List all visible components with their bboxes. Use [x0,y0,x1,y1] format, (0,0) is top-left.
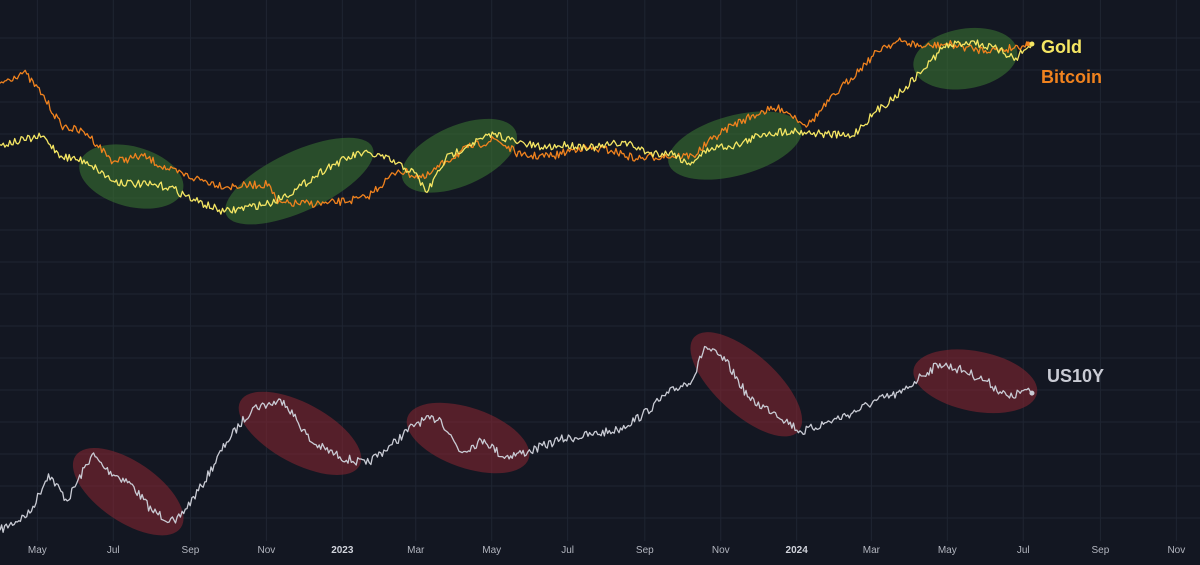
series-lines [0,37,1035,533]
highlight-ellipse-positive [79,144,184,209]
x-tick-label: May [28,545,47,556]
x-tick-label: Mar [407,545,425,556]
series-label-bitcoin: Bitcoin [1041,67,1102,87]
series-line-bitcoin [0,37,1029,209]
series-end-dot-us10y [1029,390,1035,396]
series-line-gold [0,39,1033,215]
x-tick-label: Nov [257,545,275,556]
series-label-gold: Gold [1041,37,1082,57]
x-tick-label: Nov [1167,545,1185,556]
x-tick-label: Jul [1017,545,1030,556]
series-labels: Gold Bitcoin US10Y [1041,37,1104,386]
x-tick-label: Sep [1092,545,1110,556]
x-tick-label: 2024 [786,545,809,556]
x-tick-label: Sep [636,545,654,556]
x-tick-label: 2023 [331,545,354,556]
x-tick-label: May [482,545,501,556]
x-tick-label: May [938,545,957,556]
series-line-us10y [0,345,1033,533]
highlight-ellipse-negative [690,332,803,437]
x-tick-label: Mar [863,545,881,556]
x-tick-label: Sep [182,545,200,556]
series-end-dot-gold [1029,41,1035,47]
series-label-us10y: US10Y [1047,366,1104,386]
x-tick-label: Nov [712,545,730,556]
highlight-ellipse-negative [72,448,184,536]
highlight-ellipse-negative [238,391,362,475]
series-end-dot-bitcoin [1025,41,1031,47]
highlight-ellipse-positive [913,27,1018,90]
x-axis: May Jul Sep Nov 2023 Mar May Jul Sep Nov 2024 Mar Ma… [28,545,1185,556]
x-tick-label: Jul [107,545,120,556]
x-tick-label: Jul [561,545,574,556]
highlight-ellipse-positive [225,137,374,225]
